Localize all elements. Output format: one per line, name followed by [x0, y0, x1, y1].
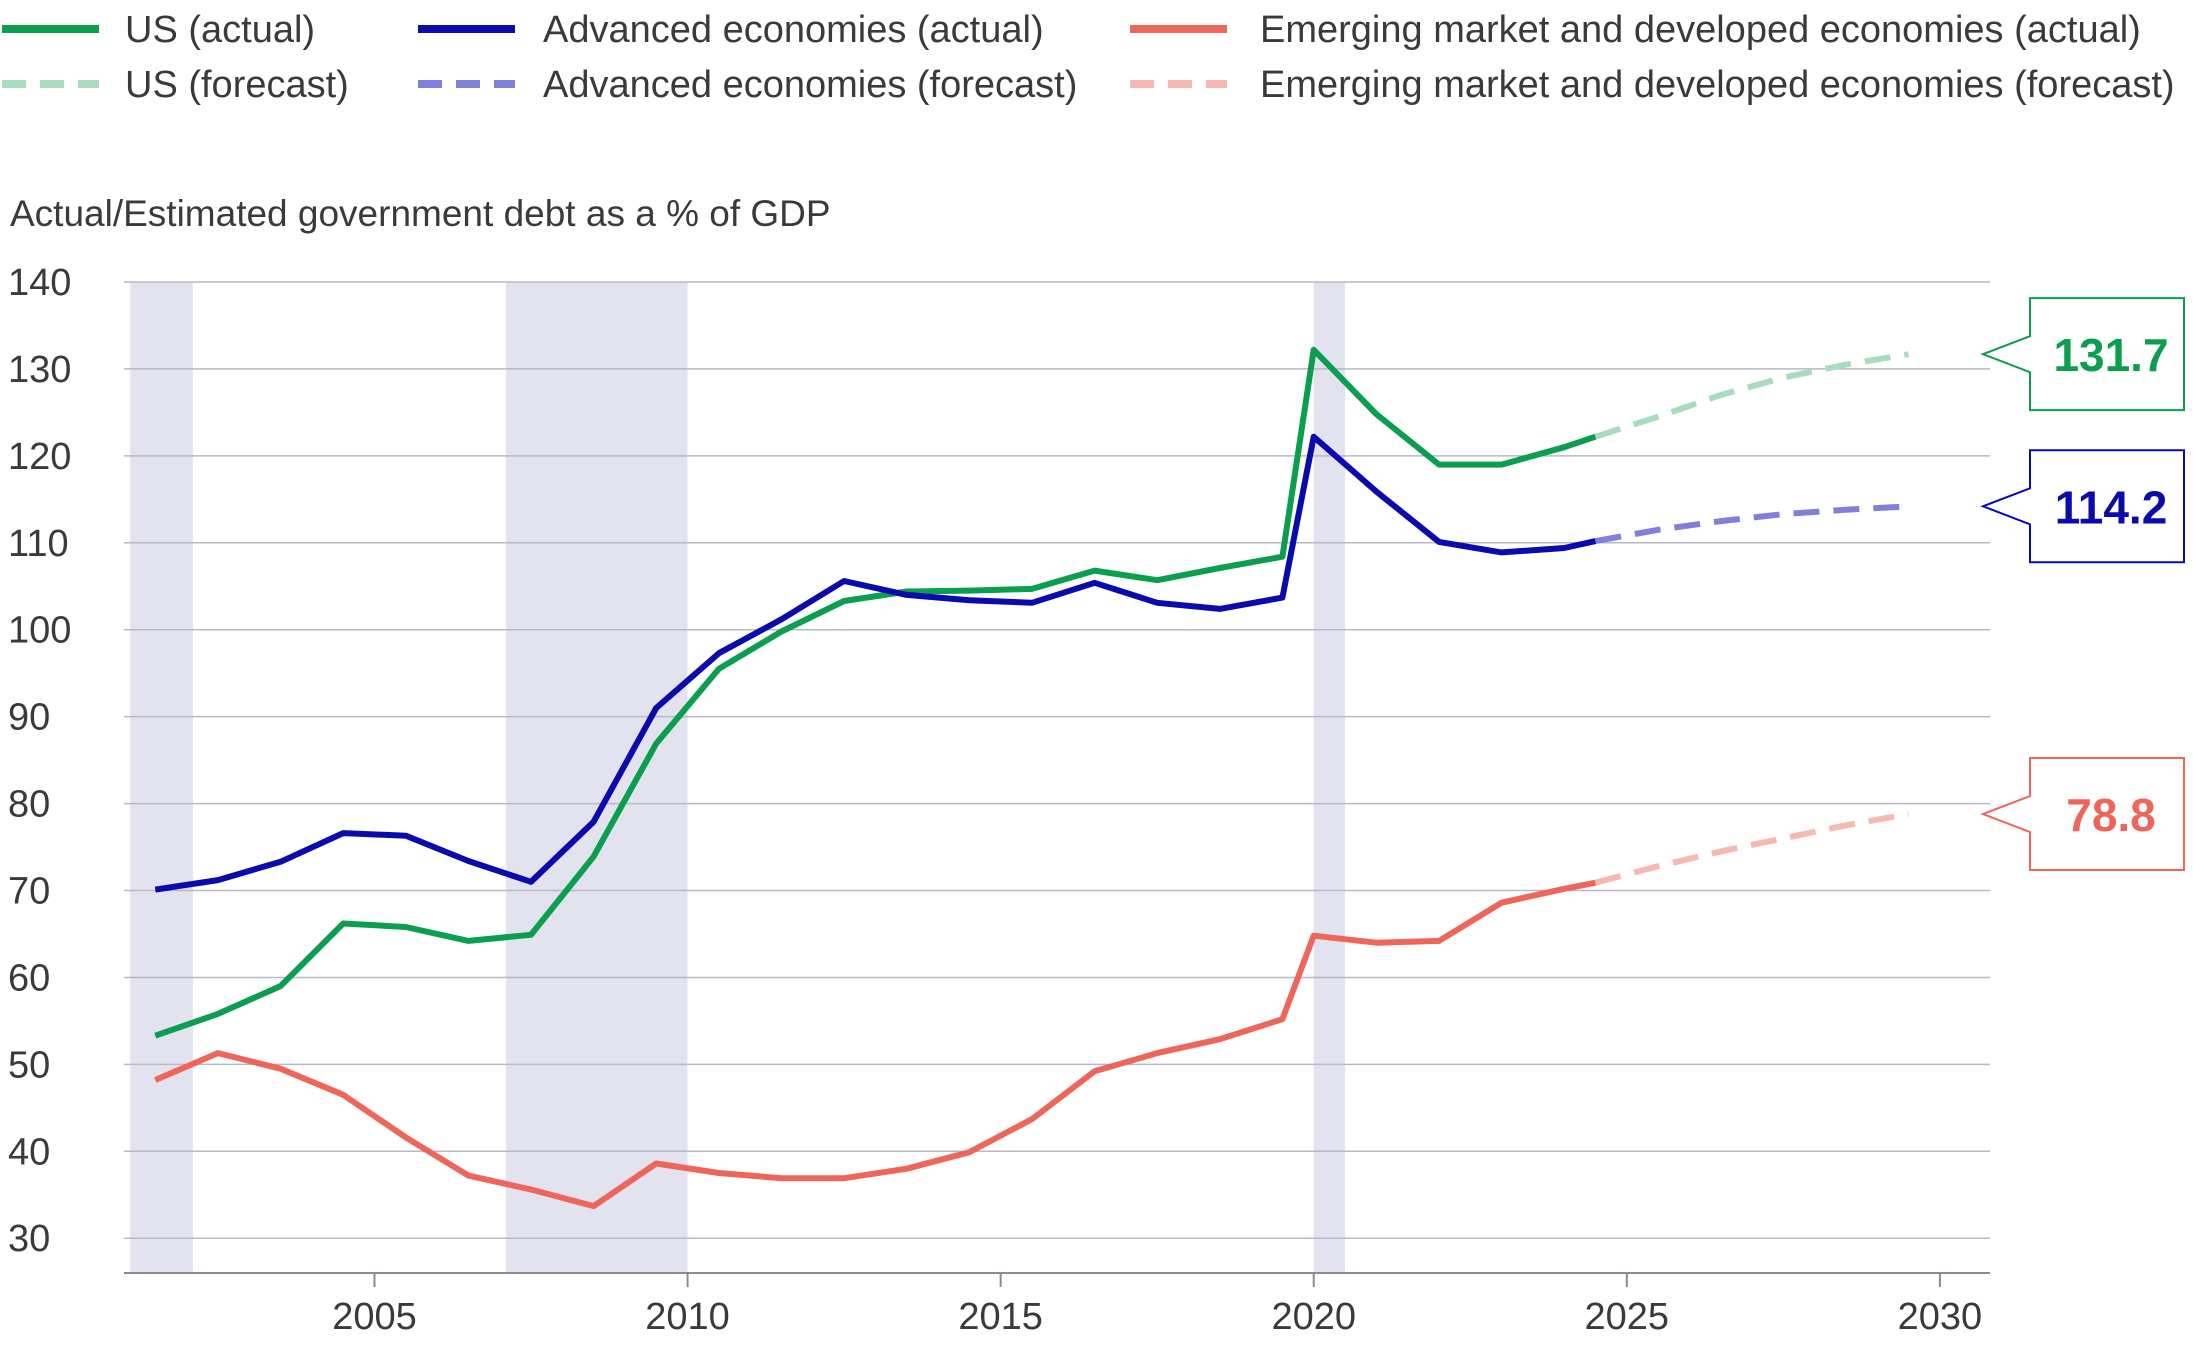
series-line-emerging-market-and-developed-economies-actual — [154, 879, 1597, 1210]
callout-box — [1980, 757, 2185, 872]
recession-band — [1313, 282, 1346, 1273]
series-line-us-forecast — [1594, 351, 1910, 440]
legend-label: Advanced economies (forecast) — [543, 64, 1077, 106]
y-tick-label: 110 — [8, 523, 69, 565]
x-tick-label: 2005 — [332, 1296, 417, 1338]
y-tick-label: 140 — [8, 262, 71, 304]
legend-label: Advanced economies (actual) — [543, 9, 1044, 51]
recession-band — [130, 282, 193, 1273]
y-tick-label: 60 — [8, 957, 50, 999]
axes-group: 30 40 50 60 70 80 90 100 110 120 130 140 2005 2010 201… — [8, 262, 1990, 1338]
legend-label: Emerging market and developed economies … — [1260, 64, 2175, 106]
series-line-advanced-economies-actual — [154, 433, 1597, 893]
x-tick-label: 2015 — [958, 1296, 1043, 1338]
recession-band — [505, 282, 688, 1273]
legend-label: US (forecast) — [125, 64, 349, 106]
series-line-emerging-market-and-developed-economies-forecast — [1594, 811, 1910, 886]
series-line-us-actual — [154, 346, 1597, 1039]
callout-box — [1980, 449, 2185, 564]
callout-value: 114.2 — [2055, 481, 2168, 533]
x-tick-label: 2020 — [1271, 1296, 1356, 1338]
y-tick-label: 40 — [8, 1131, 50, 1173]
legend-group: US (actual) Advanced economies (actual) Em… — [2, 9, 2175, 106]
callout-value: 131.7 — [2053, 329, 2168, 381]
series-line-advanced-economies-forecast — [1594, 503, 1909, 545]
y-tick-label: 80 — [8, 784, 50, 826]
callout-box — [1980, 297, 2185, 412]
y-tick-label: 70 — [8, 871, 50, 913]
y-axis-label: Actual/Estimated government debt as a % … — [10, 193, 831, 234]
callouts-group: 131.7 114.2 78.8 — [1980, 297, 2185, 872]
x-tick-label: 2025 — [1585, 1296, 1670, 1338]
callout-value: 78.8 — [2066, 789, 2156, 841]
x-tick-label: 2030 — [1898, 1296, 1983, 1338]
y-tick-label: 130 — [8, 349, 71, 391]
x-tick-label: 2010 — [645, 1296, 730, 1338]
series-group — [154, 346, 1910, 1210]
y-tick-label: 50 — [8, 1044, 50, 1086]
legend-label: Emerging market and developed economies … — [1260, 9, 2141, 51]
legend-label: US (actual) — [125, 9, 315, 51]
gridlines-group — [124, 281, 1990, 1239]
recession-shading-group — [130, 282, 1346, 1273]
y-tick-label: 30 — [8, 1218, 50, 1260]
y-tick-label: 90 — [8, 697, 50, 739]
y-tick-label: 120 — [8, 436, 71, 478]
y-tick-label: 100 — [8, 610, 71, 652]
